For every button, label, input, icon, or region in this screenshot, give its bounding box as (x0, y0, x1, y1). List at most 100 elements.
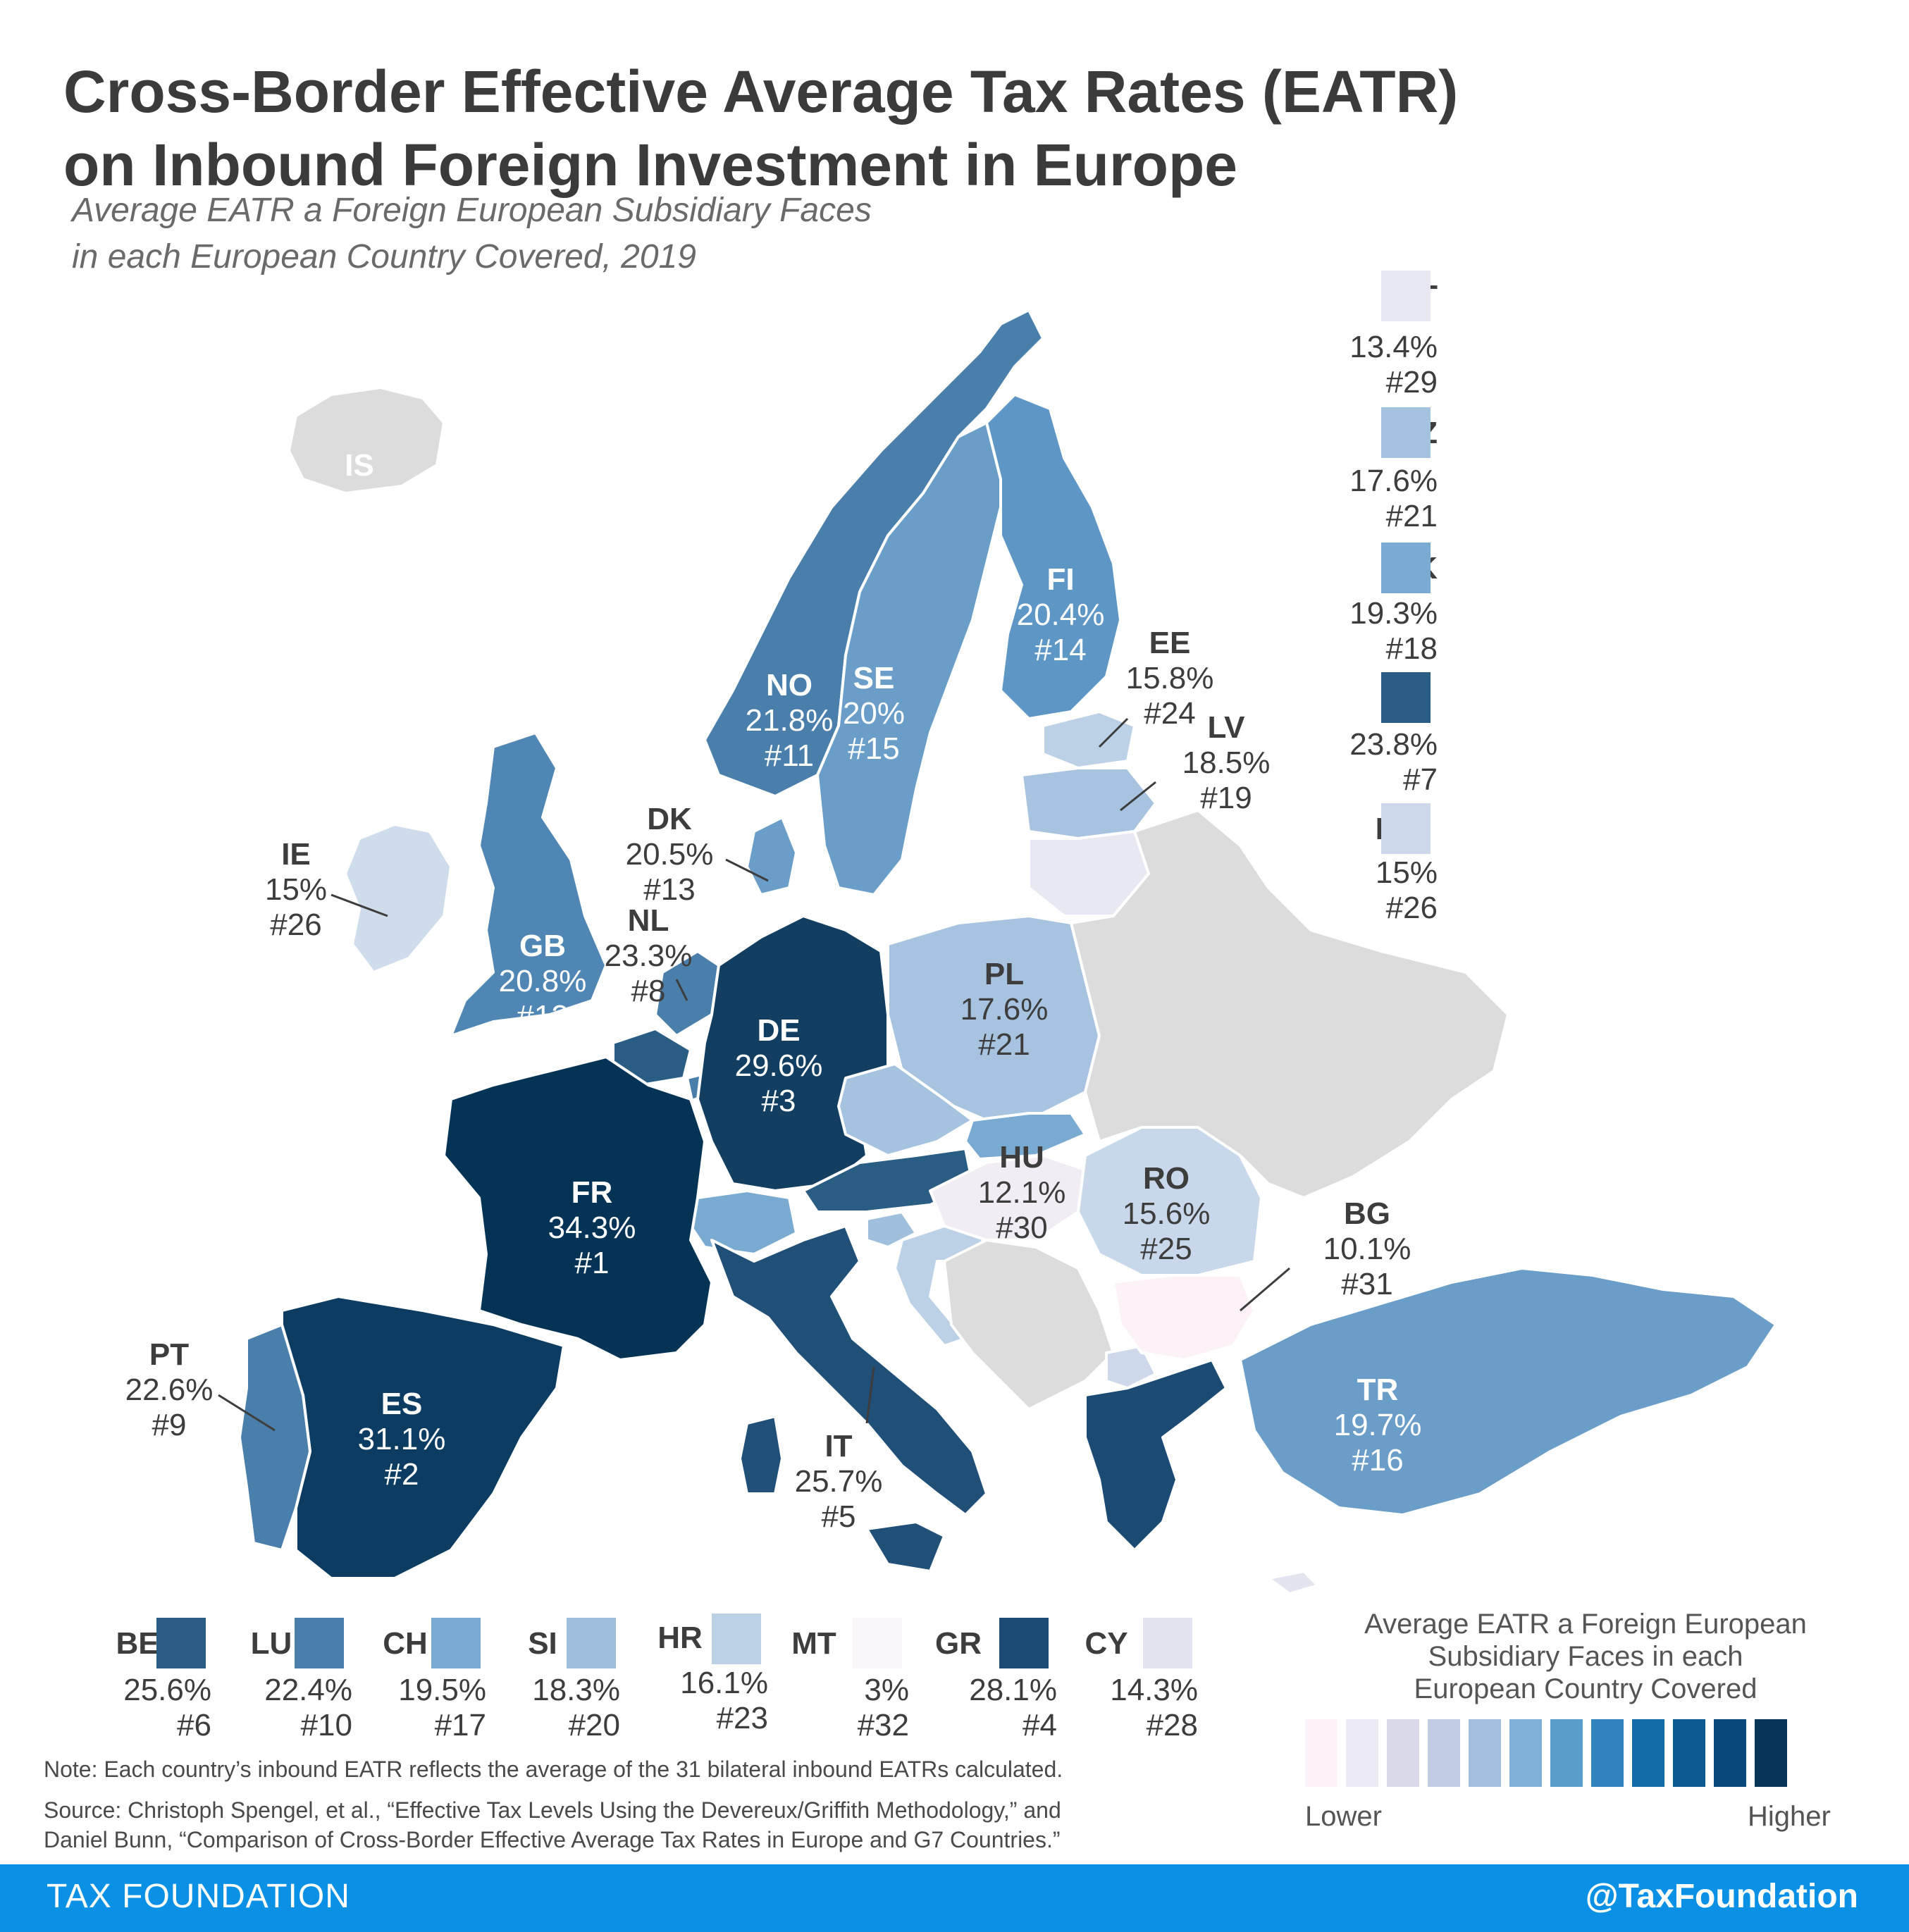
bottom-legend-item: BE (99, 1626, 176, 1661)
country-PT (238, 1323, 311, 1552)
country-FR (443, 1055, 713, 1361)
label-rank: #3 (761, 1084, 796, 1118)
label-code: FR (571, 1175, 613, 1210)
leader-lv (1120, 781, 1156, 812)
country-FI (985, 393, 1122, 720)
label-rate: 22.6% (125, 1373, 214, 1407)
label-rank: #11 (764, 738, 815, 773)
legend-code: CH (383, 1626, 428, 1661)
label-code: DK (647, 802, 692, 836)
label-rate: 29.6% (734, 1048, 823, 1083)
map-label-TR: TR 19.7% #16 (1318, 1373, 1438, 1478)
legend-rank: #20 (568, 1708, 620, 1742)
side-legend-values: 15% #26 (1325, 855, 1438, 926)
map-label-NO: NO 21.8% #11 (726, 668, 853, 774)
legend-rate: 19.3% (1349, 596, 1438, 631)
label-code: BG (1344, 1196, 1390, 1231)
legend-rank: #10 (300, 1708, 352, 1742)
label-code: ES (381, 1387, 423, 1421)
bottom-legend-values: 14.3% #28 (1085, 1673, 1198, 1743)
legend-rank: #32 (857, 1708, 909, 1742)
label-code: DE (757, 1013, 801, 1048)
leader-nl (675, 979, 688, 1001)
legend-swatch (156, 1618, 206, 1668)
label-rate: 31.1% (357, 1422, 446, 1456)
label-rank: #26 (270, 908, 322, 942)
scale-step (1346, 1719, 1378, 1787)
map-label-IT: IT 25.7% #5 (782, 1429, 895, 1535)
map-label-FR: FR 34.3% #1 (529, 1175, 655, 1281)
bottom-legend-item: MT (775, 1626, 853, 1661)
label-rank: #5 (821, 1499, 856, 1534)
label-code: RO (1143, 1161, 1190, 1196)
legend-rate: 13.4% (1349, 330, 1438, 364)
country-DE (696, 915, 889, 1192)
legend-swatch (1381, 407, 1431, 458)
legend-rate: 14.3% (1110, 1673, 1198, 1707)
legend-code: HR (657, 1621, 703, 1655)
map-label-EE: EE 15.8% #24 (1113, 626, 1226, 731)
map-label-RO: RO 15.6% #25 (1106, 1161, 1226, 1267)
label-rank: #24 (1144, 696, 1196, 731)
leader-it (865, 1366, 875, 1424)
label-rate: 10.1% (1323, 1232, 1411, 1266)
legend-rank: #23 (716, 1701, 768, 1735)
label-rate: 25.7% (794, 1464, 883, 1499)
bottom-legend-item: GR (923, 1626, 994, 1661)
scale-step (1714, 1719, 1746, 1787)
scale-low-label: Lower (1305, 1801, 1382, 1832)
map-label-NL: NL 23.3% #8 (592, 903, 705, 1009)
legend-swatch (431, 1618, 481, 1668)
legend-swatch (1381, 803, 1431, 854)
map-label-HU: HU 12.1% #30 (965, 1140, 1078, 1246)
label-rank: #25 (1140, 1232, 1192, 1266)
legend-code: CY (1085, 1626, 1128, 1661)
footer-handle[interactable]: @TaxFoundation (1585, 1878, 1858, 1915)
legend-code: LU (250, 1626, 292, 1661)
scale-step (1305, 1719, 1337, 1787)
country-EE (1042, 710, 1136, 769)
source-text: Source: Christoph Spengel, et al., “Effe… (44, 1795, 1284, 1854)
country-CH (689, 1189, 798, 1256)
page-title: Cross-Border Effective Average Tax Rates… (63, 55, 1543, 202)
leader-bg (1240, 1267, 1290, 1312)
label-rate: 18.5% (1182, 745, 1271, 780)
country-SK (964, 1112, 1087, 1160)
map-label-ES: ES 31.1% #2 (338, 1387, 465, 1492)
legend-rank: #18 (1385, 631, 1438, 666)
label-rank: #16 (1352, 1443, 1404, 1478)
bottom-legend-values: 18.3% #20 (507, 1673, 620, 1743)
subtitle-line-2: in each European Country Covered, 2019 (72, 238, 696, 275)
scale-title: Average EATR a Foreign European Subsidia… (1283, 1608, 1889, 1705)
map-label-BG: BG 10.1% #31 (1311, 1196, 1423, 1302)
side-legend-values: 17.6% #21 (1325, 464, 1438, 534)
label-code: SE (853, 661, 895, 695)
bottom-legend-item: SI (507, 1626, 578, 1661)
bottom-legend-item: LU (233, 1626, 310, 1661)
note-text: Note: Each country’s inbound EATR reflec… (44, 1757, 1063, 1782)
country-DK (746, 816, 798, 896)
legend-rate: 3% (864, 1673, 909, 1707)
leader-dk (725, 858, 769, 882)
legend-code: GR (935, 1626, 982, 1661)
label-code: IE (281, 837, 311, 872)
legend-rank: #17 (434, 1708, 486, 1742)
footer-bar: TAX FOUNDATION @TaxFoundation (0, 1864, 1909, 1932)
country-SE (816, 421, 1016, 896)
country-CZ (837, 1063, 974, 1157)
scale-step (1469, 1719, 1501, 1787)
label-code: EE (1149, 626, 1191, 660)
label-rank: #2 (384, 1457, 419, 1492)
legend-rate: 19.5% (398, 1673, 486, 1707)
label-rank: #9 (152, 1408, 187, 1442)
legend-code: MT (791, 1626, 836, 1661)
label-rate: 34.3% (548, 1210, 636, 1245)
map-label-LV: LV 18.5% #19 (1170, 710, 1283, 816)
label-rank: #8 (631, 974, 666, 1008)
country-IT (710, 1225, 988, 1516)
legend-rate: 17.6% (1349, 464, 1438, 498)
country-IT-sardinia (739, 1415, 784, 1495)
map-label-GB: GB 20.8% #12 (486, 929, 599, 1034)
title-line-2: on Inbound Foreign Investment in Europe (63, 132, 1237, 198)
label-code: PL (984, 957, 1025, 991)
